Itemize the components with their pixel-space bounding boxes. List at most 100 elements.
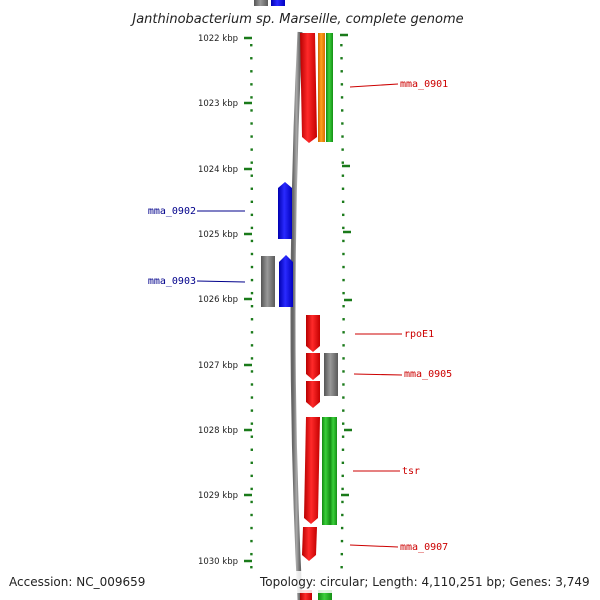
minor-tick [342, 291, 345, 295]
ruler-tick: 1022 kbp [198, 34, 252, 44]
gene-label-text: tsr [402, 466, 420, 477]
ruler-tick-label: 1022 kbp [198, 34, 238, 44]
gene-rpoE1[interactable] [306, 315, 320, 352]
gene-mma_0907[interactable] [302, 527, 317, 561]
gene-label-mma_0902[interactable]: mma_0902 [148, 206, 245, 217]
minor-tick [340, 539, 344, 543]
gene-mma_0903-gray[interactable] [261, 256, 275, 307]
gene-label-text: mma_0901 [400, 79, 448, 90]
minor-tick [341, 474, 344, 478]
minor-tick [250, 200, 254, 203]
ruler-tick: 1025 kbp [198, 230, 252, 240]
minor-tick [250, 226, 254, 230]
accession-text: Accession: NC_009659 [9, 575, 145, 589]
minor-tick [250, 526, 253, 530]
minor-tick [250, 396, 254, 399]
minor-tick [340, 70, 343, 73]
minor-tick [250, 135, 253, 138]
minor-tick [250, 331, 254, 334]
minor-tick [250, 70, 253, 73]
ruler-tick: 1028 kbp [198, 426, 252, 436]
minor-tick [342, 265, 345, 269]
ruler-tick: 1029 kbp [198, 491, 252, 501]
minor-tick [250, 252, 254, 256]
minor-tick [342, 239, 345, 243]
kbp-ruler: 1022 kbp 1023 kbp 1024 kbp 1025 kbp 1026… [198, 34, 252, 567]
gene-mma_0901[interactable] [300, 33, 317, 143]
minor-tick [341, 161, 344, 164]
gene-label-rpoE1[interactable]: rpoE1 [355, 329, 434, 340]
minor-tick [250, 57, 253, 60]
minor-tick [340, 566, 343, 569]
minor-tick [342, 213, 345, 217]
minor-tick [341, 461, 345, 464]
minor-tick [250, 83, 253, 86]
minor-tick [341, 422, 345, 425]
gene-feature[interactable] [254, 0, 268, 6]
gene-feature-green[interactable] [326, 33, 333, 142]
minor-tick [250, 539, 253, 543]
top-edge-features [254, 0, 285, 6]
ruler-tick: 1023 kbp [198, 99, 252, 109]
gene-mma_0902[interactable] [278, 182, 292, 239]
gene-feature[interactable] [271, 0, 285, 6]
gene-feature-green-tsr[interactable] [322, 417, 330, 525]
minor-tick [250, 122, 253, 125]
gene-label-mma_0901[interactable]: mma_0901 [349, 79, 448, 90]
minor-tick [341, 148, 344, 151]
minor-tick [250, 461, 253, 464]
minor-tick [341, 135, 344, 138]
gene-feature-green-tsr-2[interactable] [330, 417, 337, 525]
minor-tick [341, 200, 345, 203]
minor-tick [250, 500, 253, 504]
minor-tick [250, 487, 253, 491]
gene-label-text: mma_0905 [404, 369, 452, 380]
gene-label-text: mma_0902 [148, 206, 196, 217]
gene-feature-gray[interactable] [324, 353, 338, 396]
minor-tick [250, 448, 253, 451]
minor-tick [250, 305, 254, 308]
minor-tick [342, 226, 345, 230]
gene-mma_0905[interactable] [306, 353, 320, 380]
minor-tick [250, 161, 253, 164]
minor-tick [250, 474, 253, 478]
gene-feature-bottom-green[interactable] [318, 590, 332, 600]
gene-feature-bottom-red[interactable] [300, 590, 312, 600]
minor-tick [342, 318, 345, 321]
minor-tick [250, 566, 253, 569]
gene-labels: mma_0901 mma_0902 mma_0903 rpoE1 mma_090… [148, 79, 452, 553]
minor-tick [342, 344, 345, 347]
gene-label-mma_0905[interactable]: mma_0905 [353, 369, 452, 380]
minor-tick [341, 513, 344, 517]
ruler-tick-label: 1024 kbp [198, 165, 238, 175]
minor-tick [250, 409, 254, 412]
gene-mma_0903[interactable] [279, 255, 293, 307]
gene-feature-orange[interactable] [318, 33, 325, 142]
minor-tick [340, 109, 344, 112]
minor-tick [250, 44, 253, 47]
minor-tick [341, 187, 345, 190]
ruler-tick: 1027 kbp [198, 361, 252, 371]
minor-tick [340, 96, 344, 99]
minor-tick [342, 278, 345, 282]
minor-tick [340, 44, 343, 47]
forward-strand-track [300, 33, 338, 600]
minor-ticks [250, 44, 345, 569]
minor-tick [342, 331, 345, 334]
minor-tick [250, 513, 253, 517]
minor-tick [250, 383, 254, 386]
gene-label-mma_0903[interactable]: mma_0903 [148, 276, 246, 287]
gene-tsr[interactable] [304, 417, 320, 524]
gene-mma_0905-tail[interactable] [306, 381, 320, 408]
minor-tick [342, 370, 345, 373]
minor-tick [250, 96, 253, 99]
minor-tick [250, 422, 254, 425]
gene-label-mma_0907[interactable]: mma_0907 [349, 542, 448, 553]
ruler-tick-label: 1025 kbp [198, 230, 238, 240]
minor-tick [341, 174, 345, 177]
minor-tick [340, 57, 343, 60]
ruler-tick-label: 1026 kbp [198, 295, 238, 305]
minor-tick [341, 500, 344, 504]
minor-tick [250, 318, 254, 321]
gene-label-tsr[interactable]: tsr [353, 466, 420, 477]
